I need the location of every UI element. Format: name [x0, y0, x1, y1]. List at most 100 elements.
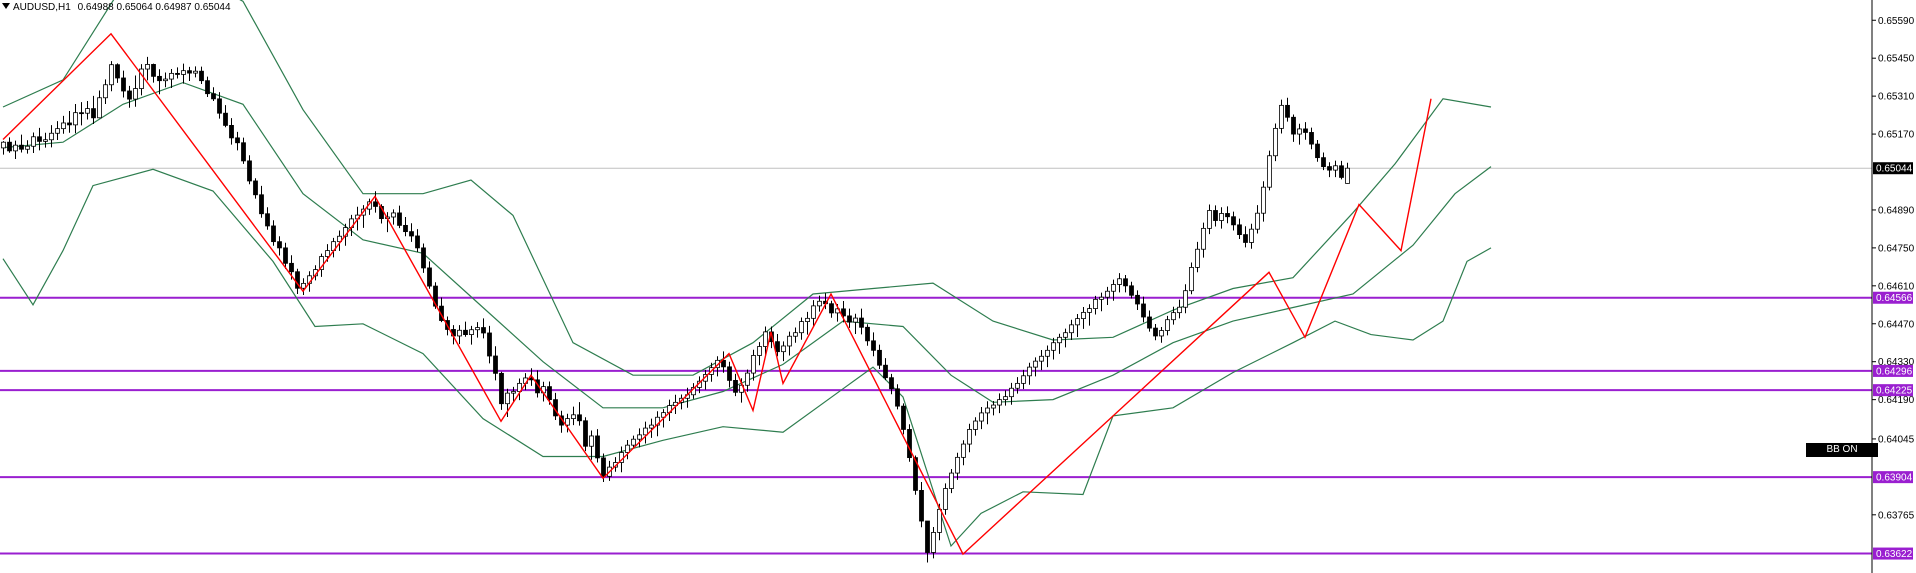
- candle: [151, 63, 156, 83]
- candle-body: [1171, 312, 1176, 321]
- candle: [7, 137, 12, 153]
- candle: [499, 371, 504, 410]
- candle: [889, 373, 894, 395]
- tick-label: 0.65310: [1878, 92, 1915, 103]
- candle: [85, 101, 90, 120]
- candle: [475, 322, 480, 338]
- candle-body: [883, 364, 888, 379]
- candle-body: [115, 64, 120, 79]
- level-label-bg: [1873, 291, 1913, 304]
- candle: [163, 72, 168, 88]
- candle: [571, 406, 576, 426]
- candle-body: [1045, 349, 1050, 357]
- candle-body: [1327, 166, 1332, 171]
- candle: [1087, 304, 1092, 326]
- candle-body: [55, 128, 60, 134]
- candle-body: [1255, 212, 1260, 230]
- candle-body: [811, 305, 816, 319]
- candle: [403, 216, 408, 237]
- candle-body: [391, 212, 396, 218]
- candle: [331, 237, 336, 258]
- candle-body: [913, 457, 918, 491]
- candle: [481, 318, 486, 339]
- candle-body: [1309, 132, 1314, 145]
- candle: [1237, 218, 1242, 239]
- candle-body: [763, 331, 768, 347]
- candle-body: [175, 72, 180, 75]
- candle: [1321, 152, 1326, 171]
- candle-body: [757, 346, 762, 356]
- dropdown-triangle-icon[interactable]: [2, 3, 10, 9]
- candle-body: [241, 142, 246, 162]
- candle-body: [181, 70, 186, 75]
- candle: [727, 361, 732, 388]
- candle-body: [1147, 316, 1152, 329]
- candle-body: [1321, 157, 1326, 167]
- candle-body: [1105, 290, 1110, 298]
- candle-body: [643, 427, 648, 436]
- candle: [145, 56, 150, 81]
- candle: [265, 207, 270, 230]
- candle-body: [415, 235, 420, 249]
- band-upper: [2, 0, 1492, 376]
- candle: [1315, 140, 1320, 162]
- candle-body: [79, 112, 84, 115]
- candle: [721, 351, 726, 373]
- candle: [1081, 306, 1086, 329]
- candle-body: [481, 327, 486, 334]
- tick-label: 0.63765: [1878, 510, 1915, 521]
- candle: [43, 132, 48, 148]
- candle: [139, 64, 144, 96]
- candle-body: [7, 141, 12, 152]
- candle-body: [157, 75, 162, 82]
- candle: [1141, 296, 1146, 323]
- candle: [1117, 273, 1122, 293]
- candle: [781, 341, 786, 362]
- candle: [589, 430, 594, 460]
- candle-body: [955, 456, 960, 474]
- candle: [1219, 207, 1224, 229]
- zigzag-indicator: [2, 32, 1432, 556]
- candle: [1195, 241, 1200, 273]
- candle: [925, 520, 930, 563]
- candle: [763, 326, 768, 357]
- candle-body: [1339, 165, 1344, 178]
- candle-body: [187, 70, 192, 74]
- chart-title[interactable]: AUDUSD,H1 0.64988 0.65064 0.64987 0.6504…: [2, 2, 231, 13]
- candle: [1267, 150, 1272, 191]
- tick-label: 0.64045: [1878, 434, 1915, 445]
- candle: [409, 223, 414, 242]
- candle-body: [919, 490, 924, 522]
- candle: [1021, 369, 1026, 390]
- candle: [865, 324, 870, 346]
- candle: [787, 331, 792, 356]
- price-axis: 0.65590 0.65450 0.65310 0.65170 0.64890 0.647…: [1871, 0, 1915, 573]
- bb-toggle-badge[interactable]: BB ON: [1806, 443, 1878, 457]
- candle-body: [895, 388, 900, 407]
- candle: [1285, 97, 1290, 122]
- candle-body: [1075, 318, 1080, 326]
- candle: [1135, 290, 1140, 310]
- candle-body: [745, 372, 750, 386]
- candle-body: [775, 341, 780, 353]
- candle: [1003, 390, 1008, 406]
- candle: [625, 440, 630, 460]
- candle-body: [1159, 330, 1164, 337]
- candle-body: [1279, 104, 1284, 129]
- candle: [1045, 345, 1050, 368]
- candle: [1111, 279, 1116, 301]
- candle: [943, 483, 948, 515]
- candle-body: [229, 125, 234, 139]
- candle: [1327, 162, 1332, 178]
- candle: [223, 105, 228, 128]
- candle: [1039, 350, 1044, 371]
- candle-body: [1237, 224, 1242, 236]
- candle: [1213, 205, 1218, 227]
- candle-body: [199, 70, 204, 82]
- candle: [1123, 274, 1128, 293]
- candle-body: [253, 180, 258, 196]
- candle: [121, 70, 126, 98]
- candle-body: [1285, 104, 1290, 118]
- candle: [517, 378, 522, 401]
